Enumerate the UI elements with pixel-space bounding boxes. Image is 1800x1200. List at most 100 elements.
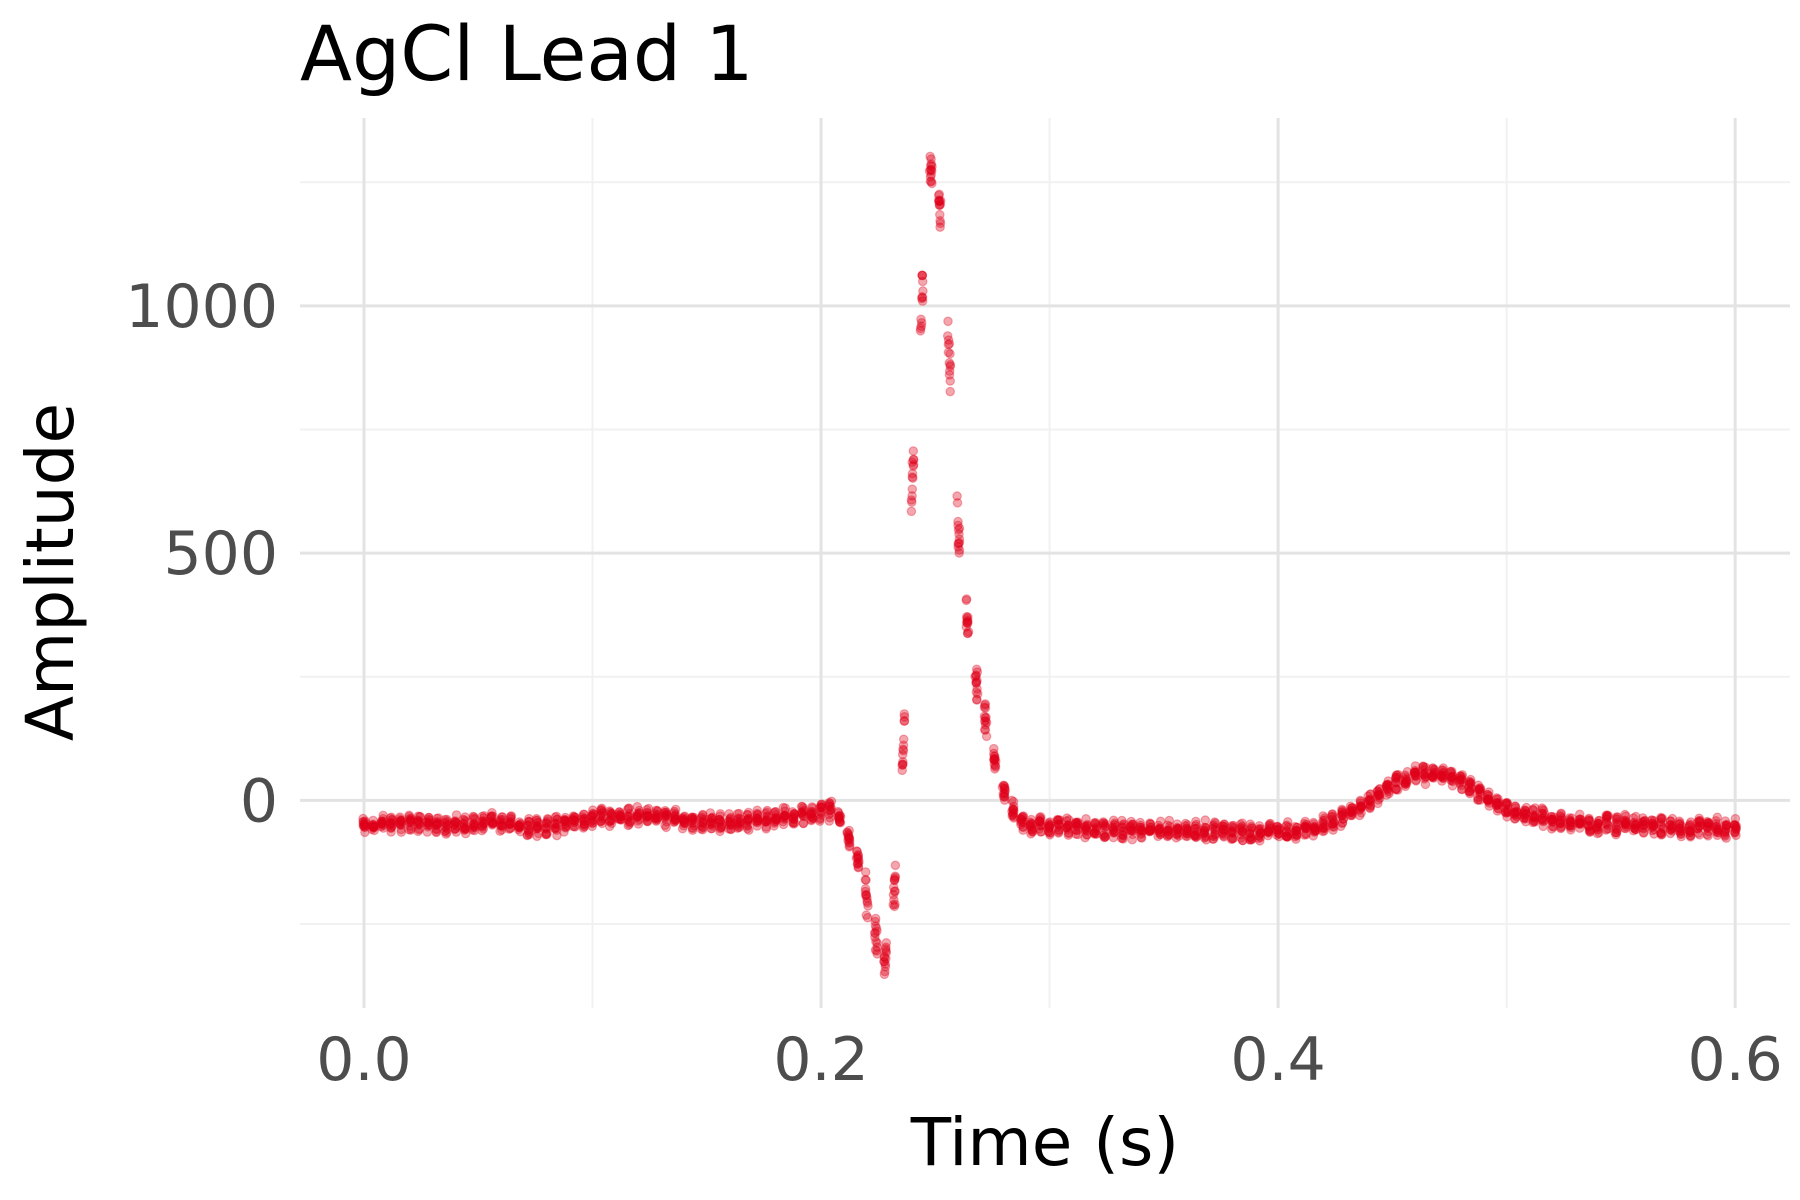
data-point <box>853 862 864 873</box>
data-point <box>405 825 416 835</box>
data-point <box>423 812 434 823</box>
data-point <box>1089 818 1100 829</box>
data-point <box>853 853 864 864</box>
data-point <box>944 370 955 380</box>
data-point <box>1711 826 1721 837</box>
data-point <box>889 895 899 905</box>
data-point <box>1071 829 1081 839</box>
data-point <box>881 946 891 956</box>
data-point <box>486 811 497 822</box>
data-point <box>797 809 807 820</box>
data-point <box>1026 822 1037 832</box>
data-point <box>431 826 441 837</box>
data-point <box>806 806 816 817</box>
data-point <box>696 824 707 834</box>
data-point <box>515 822 526 832</box>
data-point <box>579 819 590 829</box>
data-point <box>881 937 892 948</box>
data-point <box>604 821 615 832</box>
data-point <box>753 816 763 826</box>
data-point <box>531 822 542 833</box>
data-point <box>395 815 406 826</box>
data-point <box>1210 824 1220 835</box>
data-point <box>1219 821 1229 832</box>
data-point <box>771 809 781 820</box>
data-point <box>632 809 643 819</box>
data-point <box>853 850 863 861</box>
data-point <box>999 787 1010 798</box>
data-point <box>870 928 880 939</box>
data-point <box>369 822 380 833</box>
data-point <box>1127 825 1137 836</box>
data-point <box>1217 821 1227 831</box>
data-point <box>1008 804 1018 814</box>
data-point <box>980 719 991 730</box>
data-point <box>752 816 762 827</box>
data-point <box>769 816 780 827</box>
data-point <box>505 816 516 827</box>
data-point <box>395 819 405 830</box>
data-point <box>945 359 956 370</box>
data-point <box>377 818 388 829</box>
data-point <box>459 819 469 829</box>
data-point <box>1182 828 1192 838</box>
data-point <box>1027 823 1037 834</box>
data-point <box>1126 821 1136 832</box>
data-point <box>1035 827 1046 837</box>
data-point <box>632 812 642 823</box>
data-point <box>513 821 524 831</box>
data-point <box>825 808 836 818</box>
data-point <box>1611 813 1621 824</box>
data-point <box>396 827 407 837</box>
data-point <box>606 818 617 829</box>
data-point <box>624 803 634 814</box>
data-point <box>1228 828 1238 838</box>
data-point <box>523 821 534 831</box>
data-point <box>689 820 699 831</box>
data-point <box>524 816 534 827</box>
data-point <box>1473 792 1483 803</box>
data-point <box>854 856 864 867</box>
data-point <box>1674 823 1685 834</box>
data-point <box>413 824 424 835</box>
data-point <box>816 799 826 810</box>
data-point <box>414 811 425 822</box>
data-point <box>414 817 424 827</box>
data-point <box>358 820 369 830</box>
data-point <box>862 912 873 923</box>
data-point <box>1036 820 1047 831</box>
data-point <box>852 852 862 862</box>
data-point <box>605 816 616 826</box>
data-point <box>386 818 397 829</box>
data-point <box>386 818 396 828</box>
data-point <box>1081 813 1091 824</box>
data-point <box>595 816 606 827</box>
data-point <box>579 816 590 826</box>
data-point <box>1108 828 1119 838</box>
data-point <box>451 817 461 828</box>
data-point <box>441 817 451 828</box>
data-point <box>1190 824 1200 834</box>
data-point <box>650 813 661 823</box>
data-point <box>387 814 397 825</box>
data-point <box>604 816 615 827</box>
data-point <box>770 806 780 817</box>
data-point <box>1098 817 1109 827</box>
data-point <box>1034 812 1045 823</box>
data-point <box>360 821 370 832</box>
data-point <box>743 815 753 826</box>
data-point <box>478 824 489 834</box>
data-point <box>559 822 570 832</box>
data-point <box>587 810 597 821</box>
data-point <box>670 814 680 825</box>
data-point <box>698 816 708 826</box>
data-point <box>999 783 1010 794</box>
data-point <box>1109 827 1120 837</box>
data-point <box>670 814 680 825</box>
data-point <box>450 817 461 828</box>
data-point <box>687 812 697 823</box>
data-point <box>513 822 524 833</box>
data-point <box>615 811 625 821</box>
data-point <box>551 811 562 822</box>
data-point <box>1110 820 1120 830</box>
